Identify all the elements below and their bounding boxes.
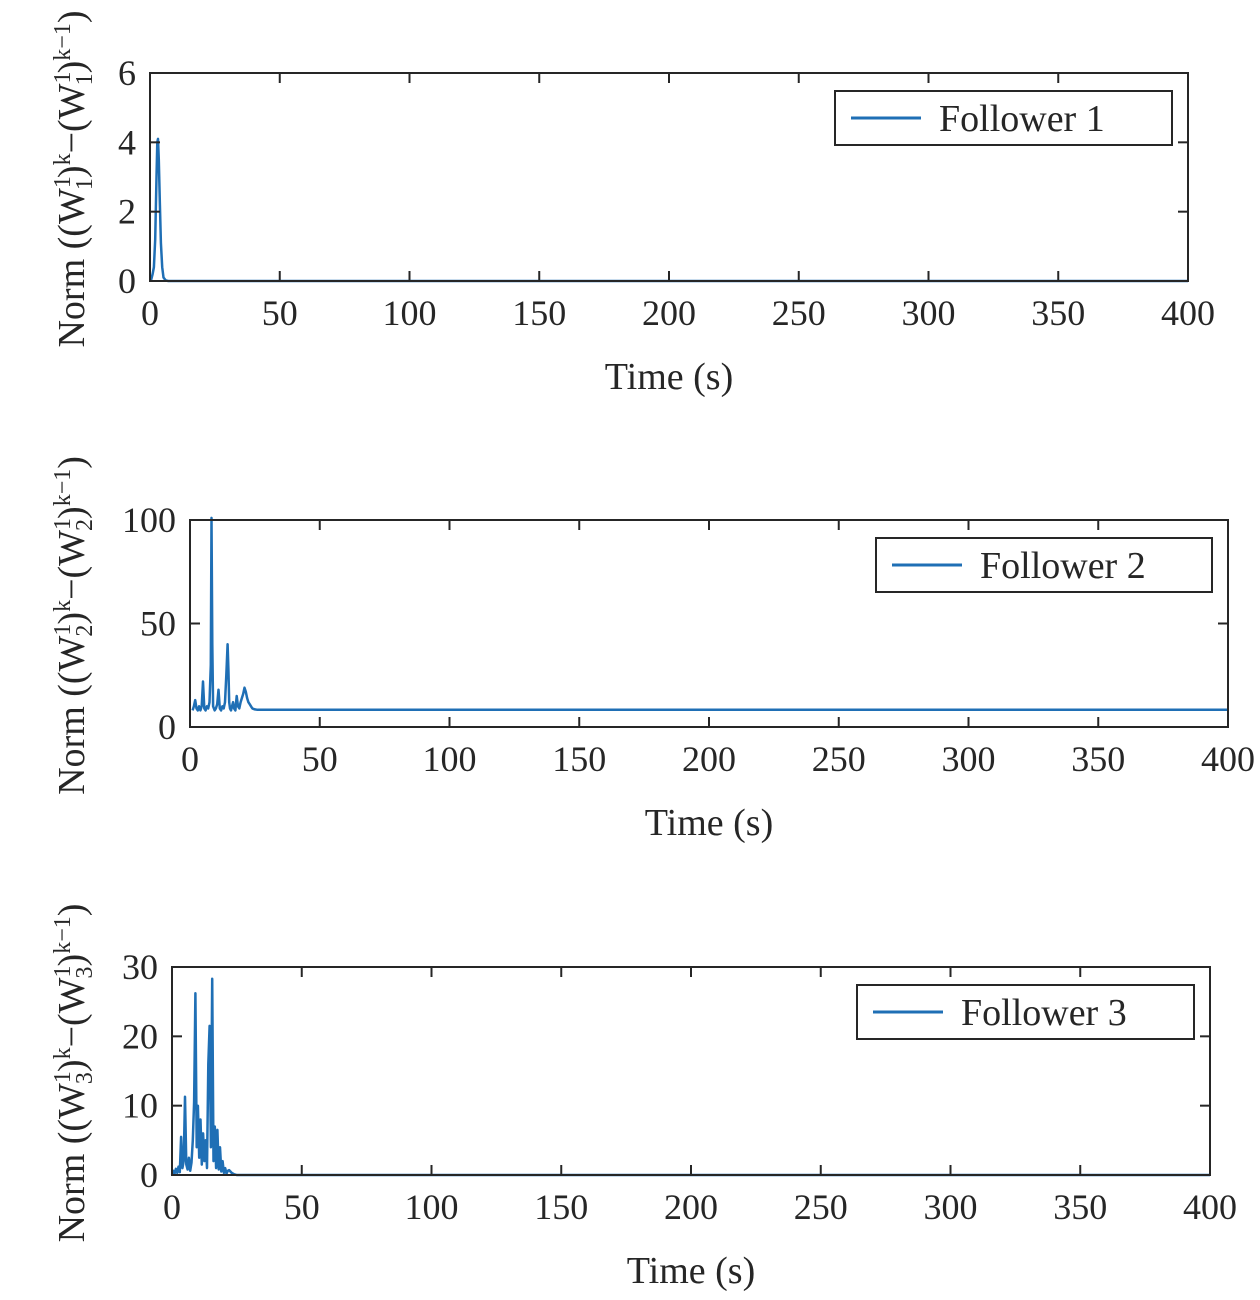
y-label-part: ) bbox=[51, 1059, 93, 1072]
y-tick-label: 10 bbox=[122, 1086, 158, 1126]
x-tick-label: 100 bbox=[383, 293, 437, 333]
x-tick-label: 150 bbox=[552, 739, 606, 779]
y-label-part: 2 bbox=[72, 519, 98, 531]
y-axis-label: Norm ((W13)k−(W13)k−1) bbox=[50, 904, 98, 1243]
x-tick-label: 150 bbox=[512, 293, 566, 333]
y-label-part: −(W bbox=[51, 977, 93, 1047]
x-tick-label: 300 bbox=[902, 293, 956, 333]
y-tick-label: 2 bbox=[118, 192, 136, 232]
y-tick-label: 4 bbox=[118, 122, 136, 162]
y-label-part: k−1 bbox=[50, 916, 76, 954]
y-label-part: ) bbox=[51, 61, 93, 74]
y-label-part: −(W bbox=[51, 83, 93, 153]
x-tick-label: 250 bbox=[772, 293, 826, 333]
series-line-1 bbox=[149, 137, 1188, 283]
x-tick-label: 150 bbox=[534, 1187, 588, 1227]
y-label-part: ) bbox=[51, 612, 93, 625]
y-tick-label: 30 bbox=[122, 947, 158, 987]
x-tick-label: 200 bbox=[642, 293, 696, 333]
y-axis-label: Norm ((W11)k−(W11)k−1) bbox=[50, 10, 98, 347]
x-tick-label: 250 bbox=[794, 1187, 848, 1227]
x-tick-label: 50 bbox=[302, 739, 338, 779]
x-tick-label: 50 bbox=[284, 1187, 320, 1227]
y-label-part: Norm ((W bbox=[51, 188, 93, 347]
chart-panel-3: 0 50 100 150 200 250 300 350 400 0 10 20 30 Time (s) N… bbox=[50, 904, 1237, 1292]
series-line-2 bbox=[191, 516, 1228, 712]
y-label-part: k bbox=[50, 153, 76, 165]
y-label-part: ) bbox=[51, 904, 93, 917]
y-label-part: 1 bbox=[50, 1071, 76, 1083]
chart-panel-2: 0 50 100 150 200 250 300 350 400 0 50 100 Time (s) No… bbox=[50, 456, 1255, 844]
y-label-part: k bbox=[50, 1047, 76, 1059]
x-tick-label: 250 bbox=[812, 739, 866, 779]
x-axis-label: Time (s) bbox=[627, 1250, 755, 1292]
x-tick-label: 50 bbox=[262, 293, 298, 333]
y-label-part: k bbox=[50, 600, 76, 612]
y-label-part: ) bbox=[51, 10, 93, 23]
x-axis-label: Time (s) bbox=[645, 802, 773, 844]
y-label-part: ) bbox=[51, 456, 93, 469]
y-axis-label: Norm ((W12)k−(W12)k−1) bbox=[50, 456, 98, 795]
x-tick-label: 0 bbox=[141, 293, 159, 333]
chart-panel-1: 0 50 100 150 200 250 300 350 400 0 2 4 6 Time (s) Norm… bbox=[50, 10, 1215, 398]
y-label-part: 3 bbox=[72, 966, 98, 978]
y-label-part: k−1 bbox=[50, 469, 76, 507]
legend-entry: Follower 3 bbox=[961, 992, 1127, 1034]
y-tick-label: 6 bbox=[118, 53, 136, 93]
y-label-part: k−1 bbox=[50, 23, 76, 61]
x-tick-label: 350 bbox=[1053, 1187, 1107, 1227]
y-label-part: 3 bbox=[72, 1072, 98, 1084]
x-axis-label: Time (s) bbox=[605, 356, 733, 398]
y-label-part: 1 bbox=[50, 965, 76, 977]
y-label-part: 1 bbox=[72, 178, 98, 190]
y-tick-label: 0 bbox=[140, 1155, 158, 1195]
x-tick-label: 400 bbox=[1201, 739, 1255, 779]
y-tick-label: 0 bbox=[158, 707, 176, 747]
x-tick-label: 200 bbox=[664, 1187, 718, 1227]
legend-entry: Follower 2 bbox=[980, 545, 1146, 587]
legend-entry: Follower 1 bbox=[939, 98, 1105, 140]
x-tick-label: 300 bbox=[942, 739, 996, 779]
x-tick-label: 350 bbox=[1071, 739, 1125, 779]
y-label-part: 1 bbox=[50, 624, 76, 636]
y-label-part: −(W bbox=[51, 530, 93, 600]
y-tick-label: 0 bbox=[118, 261, 136, 301]
x-tick-label: 400 bbox=[1161, 293, 1215, 333]
x-tick-label: 300 bbox=[924, 1187, 978, 1227]
x-tick-label: 100 bbox=[423, 739, 477, 779]
x-tick-label: 0 bbox=[163, 1187, 181, 1227]
y-label-part: ) bbox=[51, 506, 93, 519]
x-tick-label: 0 bbox=[181, 739, 199, 779]
x-tick-label: 400 bbox=[1183, 1187, 1237, 1227]
y-tick-label: 100 bbox=[122, 500, 176, 540]
y-label-part: ) bbox=[51, 165, 93, 178]
y-label-part: ) bbox=[51, 954, 93, 967]
x-tick-label: 200 bbox=[682, 739, 736, 779]
y-label-part: 1 bbox=[50, 518, 76, 530]
y-label-part: Norm ((W bbox=[51, 635, 93, 794]
y-label-part: Norm ((W bbox=[51, 1083, 93, 1242]
y-tick-label: 20 bbox=[122, 1016, 158, 1056]
y-label-part: 1 bbox=[50, 72, 76, 83]
x-tick-label: 350 bbox=[1031, 293, 1085, 333]
x-tick-label: 100 bbox=[405, 1187, 459, 1227]
y-label-part: 1 bbox=[50, 177, 76, 188]
y-label-part: 1 bbox=[72, 73, 98, 85]
y-label-part: 2 bbox=[72, 625, 98, 637]
y-tick-label: 50 bbox=[140, 604, 176, 644]
